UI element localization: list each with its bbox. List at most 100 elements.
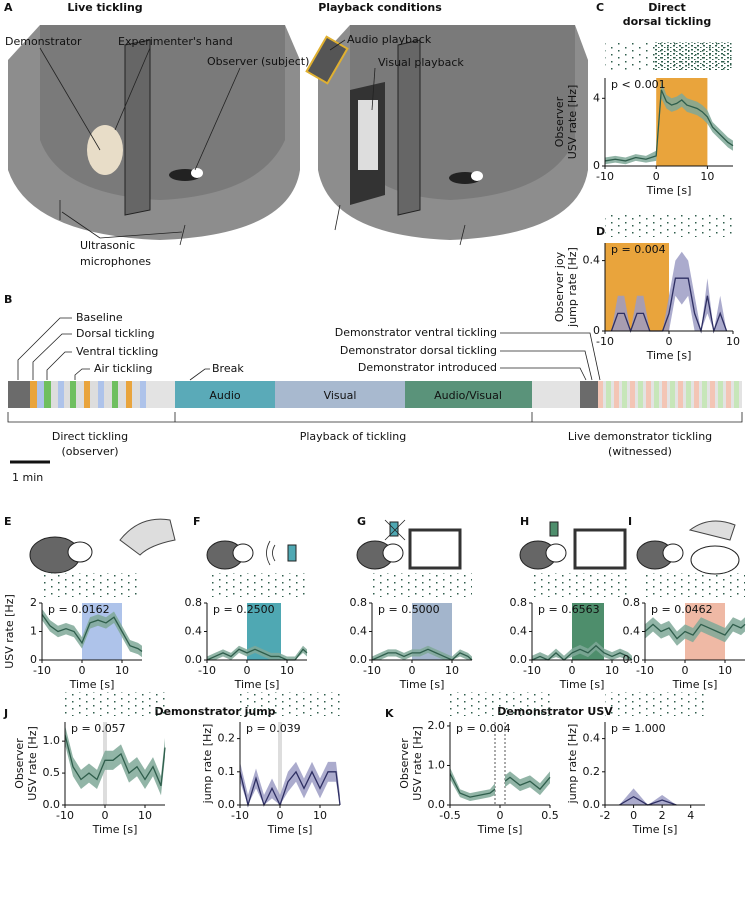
y-tick-label: 0.4 bbox=[623, 625, 641, 638]
timeline-segment bbox=[132, 381, 140, 408]
mean-line bbox=[64, 734, 166, 787]
x-tick-label: -10 bbox=[523, 664, 541, 677]
p-value: p < 0.001 bbox=[611, 78, 666, 91]
y-axis-label: jump rate [Hz] bbox=[201, 724, 214, 805]
x-tick-label: -10 bbox=[363, 664, 381, 677]
p-value: p = 0.2500 bbox=[213, 603, 275, 616]
block-label: Audio/Visual bbox=[434, 389, 502, 402]
timeline-segment bbox=[98, 381, 104, 408]
y-axis-label: Observer joy bbox=[553, 251, 566, 322]
y-tick-label: 1.0 bbox=[428, 758, 446, 771]
y-tick-label: 0.0 bbox=[428, 798, 446, 811]
x-tick-label: -10 bbox=[231, 809, 249, 822]
p-value: p = 0.0162 bbox=[48, 603, 110, 616]
timeline-label: Air tickling bbox=[94, 362, 152, 375]
x-tick-label: -2 bbox=[600, 809, 611, 822]
y-tick-label: 0.8 bbox=[623, 596, 641, 609]
x-tick-label: 0 bbox=[569, 664, 576, 677]
y-tick-label: 0.0 bbox=[43, 798, 61, 811]
x-tick-label: 0 bbox=[682, 664, 689, 677]
panel-letter: C bbox=[596, 1, 604, 14]
error-band bbox=[65, 725, 165, 796]
timeline-segment bbox=[659, 381, 662, 408]
section-label: Direct tickling bbox=[52, 430, 128, 443]
p-value: p = 0.039 bbox=[246, 722, 301, 735]
timeline-label: Dorsal tickling bbox=[76, 327, 155, 340]
scale-label: 1 min bbox=[12, 471, 43, 484]
error-band bbox=[505, 771, 550, 796]
section-label: Playback of tickling bbox=[300, 430, 407, 443]
y-axis-label: Observer bbox=[0, 606, 3, 657]
timeline-segment bbox=[726, 381, 731, 408]
raster bbox=[532, 573, 632, 597]
timeline-segment bbox=[614, 381, 619, 408]
x-tick-label: 10 bbox=[700, 170, 714, 183]
error-band bbox=[450, 767, 495, 802]
y-tick-label: 0.8 bbox=[510, 596, 528, 609]
y-tick-label: 0.4 bbox=[583, 254, 601, 267]
x-tick-label: -10 bbox=[198, 664, 216, 677]
timeline-segment bbox=[126, 381, 132, 408]
x-tick-label: 10 bbox=[605, 664, 619, 677]
x-axis-label: Time [s] bbox=[234, 678, 280, 691]
timeline-segment bbox=[670, 381, 675, 408]
p-value: p = 0.057 bbox=[71, 722, 126, 735]
timeline-segment bbox=[638, 381, 643, 408]
timeline-segment bbox=[699, 381, 702, 408]
apparatus-label: Demonstrator bbox=[5, 35, 82, 48]
timeline-segment bbox=[64, 381, 70, 408]
timeline-segment bbox=[51, 381, 58, 408]
timeline-segment bbox=[715, 381, 718, 408]
timeline-segment bbox=[702, 381, 707, 408]
y-axis-label: Observer bbox=[13, 738, 26, 789]
x-tick-label: 10 bbox=[718, 664, 732, 677]
x-tick-label: 0 bbox=[79, 664, 86, 677]
section-label: (observer) bbox=[61, 445, 118, 458]
error-band bbox=[42, 608, 142, 658]
timeline-segment bbox=[606, 381, 611, 408]
panel-letter: J bbox=[3, 707, 8, 720]
mean-line bbox=[41, 614, 143, 652]
panel-letter: E bbox=[4, 515, 12, 528]
timeline-segment bbox=[44, 381, 51, 408]
y-tick-label: 0 bbox=[30, 653, 37, 666]
timeline-segment bbox=[739, 381, 742, 408]
timeline-segment bbox=[630, 381, 635, 408]
x-tick-label: -10 bbox=[596, 170, 614, 183]
y-tick-label: 0.4 bbox=[350, 625, 368, 638]
x-tick-label: 0 bbox=[497, 809, 504, 822]
x-axis-label: Time [s] bbox=[672, 678, 718, 691]
raster bbox=[605, 692, 705, 716]
x-tick-label: 0 bbox=[409, 664, 416, 677]
x-tick-label: -10 bbox=[56, 809, 74, 822]
mean-line bbox=[531, 644, 633, 661]
x-axis-label: Time [s] bbox=[399, 678, 445, 691]
timeline-segment bbox=[37, 381, 44, 408]
y-tick-label: 0.0 bbox=[583, 798, 601, 811]
panel-letter: G bbox=[357, 515, 366, 528]
error-band bbox=[611, 251, 727, 331]
timeline-segment bbox=[683, 381, 686, 408]
panel-letter: F bbox=[193, 515, 201, 528]
raster bbox=[450, 692, 550, 716]
panel-title: Live tickling bbox=[67, 1, 142, 14]
timeline-label: Demonstrator introduced bbox=[358, 361, 497, 374]
apparatus-label: Ultrasonic bbox=[80, 239, 135, 252]
timeline-segment bbox=[627, 381, 630, 408]
y-tick-label: 4 bbox=[593, 91, 600, 104]
x-tick-label: 10 bbox=[726, 335, 740, 348]
x-tick-label: 0 bbox=[102, 809, 109, 822]
timeline-segment bbox=[622, 381, 627, 408]
x-tick-label: 0 bbox=[666, 335, 673, 348]
timeline-segment bbox=[710, 381, 715, 408]
x-tick-label: 4 bbox=[687, 809, 694, 822]
timeline-segment bbox=[112, 381, 118, 408]
timeline-label: Demonstrator dorsal tickling bbox=[340, 344, 497, 357]
y-tick-label: 0.1 bbox=[218, 765, 236, 778]
timeline-segment bbox=[667, 381, 670, 408]
y-axis-label: USV rate [Hz] bbox=[566, 85, 579, 160]
timeline-segment bbox=[146, 381, 175, 408]
block-label: Audio bbox=[209, 389, 241, 402]
raster bbox=[605, 213, 733, 237]
